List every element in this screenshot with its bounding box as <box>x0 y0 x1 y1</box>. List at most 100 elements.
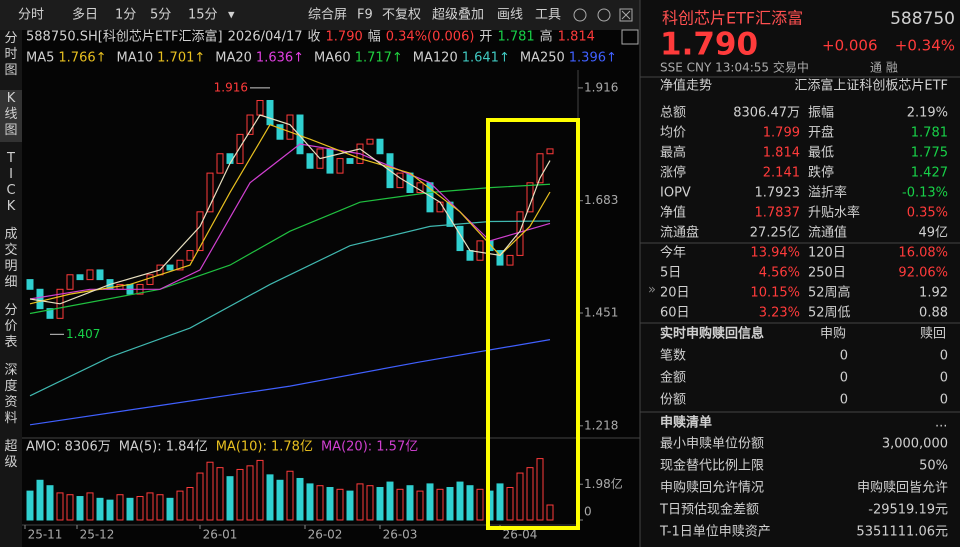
row-value: 1.427 <box>911 166 948 181</box>
candle <box>86 269 94 281</box>
nav-title: 净值走势 <box>660 78 712 94</box>
toolbar-tab[interactable]: 15分 <box>188 8 218 23</box>
row-value: 50% <box>919 459 948 474</box>
tags: 通 融 <box>870 61 898 75</box>
row-label: 5日 <box>660 266 681 281</box>
row-label: 60日 <box>660 306 690 321</box>
row-label: 振幅 <box>808 106 834 121</box>
sidebar-tab[interactable]: K 线图 <box>4 91 17 138</box>
toolbar <box>0 0 640 30</box>
candle <box>226 153 234 164</box>
ma-name: MA20 <box>215 51 252 66</box>
info-text: 1.814 <box>558 30 595 45</box>
ma-value: 1.717↑ <box>355 51 403 66</box>
volume-bar <box>76 496 84 521</box>
sidebar-tab[interactable]: 分时图 <box>4 31 17 78</box>
sidebar-tab[interactable]: 分价表 <box>4 303 17 350</box>
toolbar-tab[interactable]: 分时 <box>18 8 44 23</box>
toolbar-item[interactable]: 工具 <box>535 8 561 23</box>
row-label: 笔数 <box>660 348 686 364</box>
full-name: 汇添富上证科创板芯片ETF <box>794 78 948 94</box>
volume-bar <box>396 488 404 521</box>
row-value: 0 <box>840 393 848 408</box>
volume-bar <box>176 490 184 521</box>
ma-value: 1.396↑ <box>569 51 617 66</box>
row-label: 份额 <box>660 393 686 408</box>
toolbar-item[interactable]: 综合屏 <box>308 8 347 23</box>
candle <box>66 274 74 290</box>
candle <box>346 158 354 164</box>
sidebar-char: 图 <box>4 123 17 138</box>
toolbar-item[interactable]: 画线 <box>497 8 523 23</box>
sidebar-char: 明 <box>4 259 17 274</box>
volume-bar <box>156 494 164 521</box>
row-value: 27.25亿 <box>750 226 800 241</box>
collapse[interactable]: » <box>648 283 656 298</box>
sidebar-tab[interactable]: 超级 <box>4 439 17 470</box>
volume-bar <box>426 483 434 521</box>
volume-bar <box>456 481 464 521</box>
row-label: T日预估现金差额 <box>659 502 759 518</box>
info-text: 开 <box>479 30 492 45</box>
row-value: 92.06% <box>898 266 948 281</box>
toolbar-tab[interactable]: 5分 <box>150 8 171 23</box>
row-label: 涨停 <box>660 165 686 181</box>
volume-bar <box>296 477 304 521</box>
volume-bar <box>206 461 214 521</box>
row-value: -0.13% <box>902 186 948 201</box>
row-label: 金额 <box>660 370 686 386</box>
row-value: 0 <box>840 371 848 386</box>
sidebar-char: 线 <box>4 107 17 122</box>
candle <box>166 264 174 271</box>
toolbar-item[interactable]: F9 <box>357 8 373 23</box>
volume-bar <box>226 476 234 521</box>
row-label: 现金替代比例上限 <box>660 458 764 474</box>
toolbar-tab[interactable]: 多日 <box>72 7 98 23</box>
candle <box>206 172 214 213</box>
row-label: 净值 <box>660 205 686 221</box>
candle <box>546 148 554 155</box>
info-text: AMO: 8306万 <box>26 440 111 455</box>
sidebar-tab[interactable]: 成交明细 <box>4 227 17 290</box>
volume-bar <box>246 465 254 521</box>
row-value: 4.56% <box>759 266 800 281</box>
info-text: MA(10): 1.78亿 <box>216 440 313 455</box>
row-label: 250日 <box>808 266 846 281</box>
row-value: 0.88 <box>919 306 948 321</box>
volume-bar <box>236 468 244 521</box>
row-value: 2.19% <box>907 106 948 121</box>
volume-bar <box>196 472 204 521</box>
toolbar-item[interactable]: 不复权 <box>382 7 421 23</box>
toolbar-tab[interactable]: ▾ <box>228 8 235 23</box>
volume-bar <box>126 497 134 521</box>
sidebar-char: 细 <box>4 275 17 290</box>
sidebar-tab[interactable]: 深度资料 <box>4 363 17 426</box>
volume-bar <box>56 492 64 521</box>
candle <box>266 99 274 126</box>
info-text: MA(20): 1.57亿 <box>321 440 418 455</box>
toolbar-tab[interactable]: 1分 <box>115 8 136 23</box>
volume-bar <box>376 487 384 521</box>
row-label: 最低 <box>808 146 834 161</box>
toolbar-item[interactable]: 超级叠加 <box>432 8 484 23</box>
row-value: 10.15% <box>750 286 800 301</box>
sidebar-active <box>0 90 22 142</box>
row-label: 流通值 <box>808 225 847 241</box>
volume-bar <box>356 483 364 521</box>
sidebar-char: 分 <box>4 303 17 318</box>
row-value: 3.23% <box>759 306 800 321</box>
volume-bar <box>436 488 444 521</box>
sidebar-char: 超 <box>4 439 17 454</box>
row-value: 1.781 <box>911 126 948 141</box>
row-value: 0 <box>840 349 848 364</box>
sidebar-char: 时 <box>4 47 17 62</box>
candle <box>26 279 34 290</box>
more[interactable]: ... <box>935 416 947 431</box>
volume-bar <box>166 497 174 521</box>
y-tick-label: 1.683 <box>584 193 618 207</box>
volume-bar <box>266 474 274 521</box>
y-tick-label: 1.916 <box>584 80 618 94</box>
volume-bar <box>26 490 34 521</box>
info-text: 2026/04/17 <box>228 30 303 45</box>
